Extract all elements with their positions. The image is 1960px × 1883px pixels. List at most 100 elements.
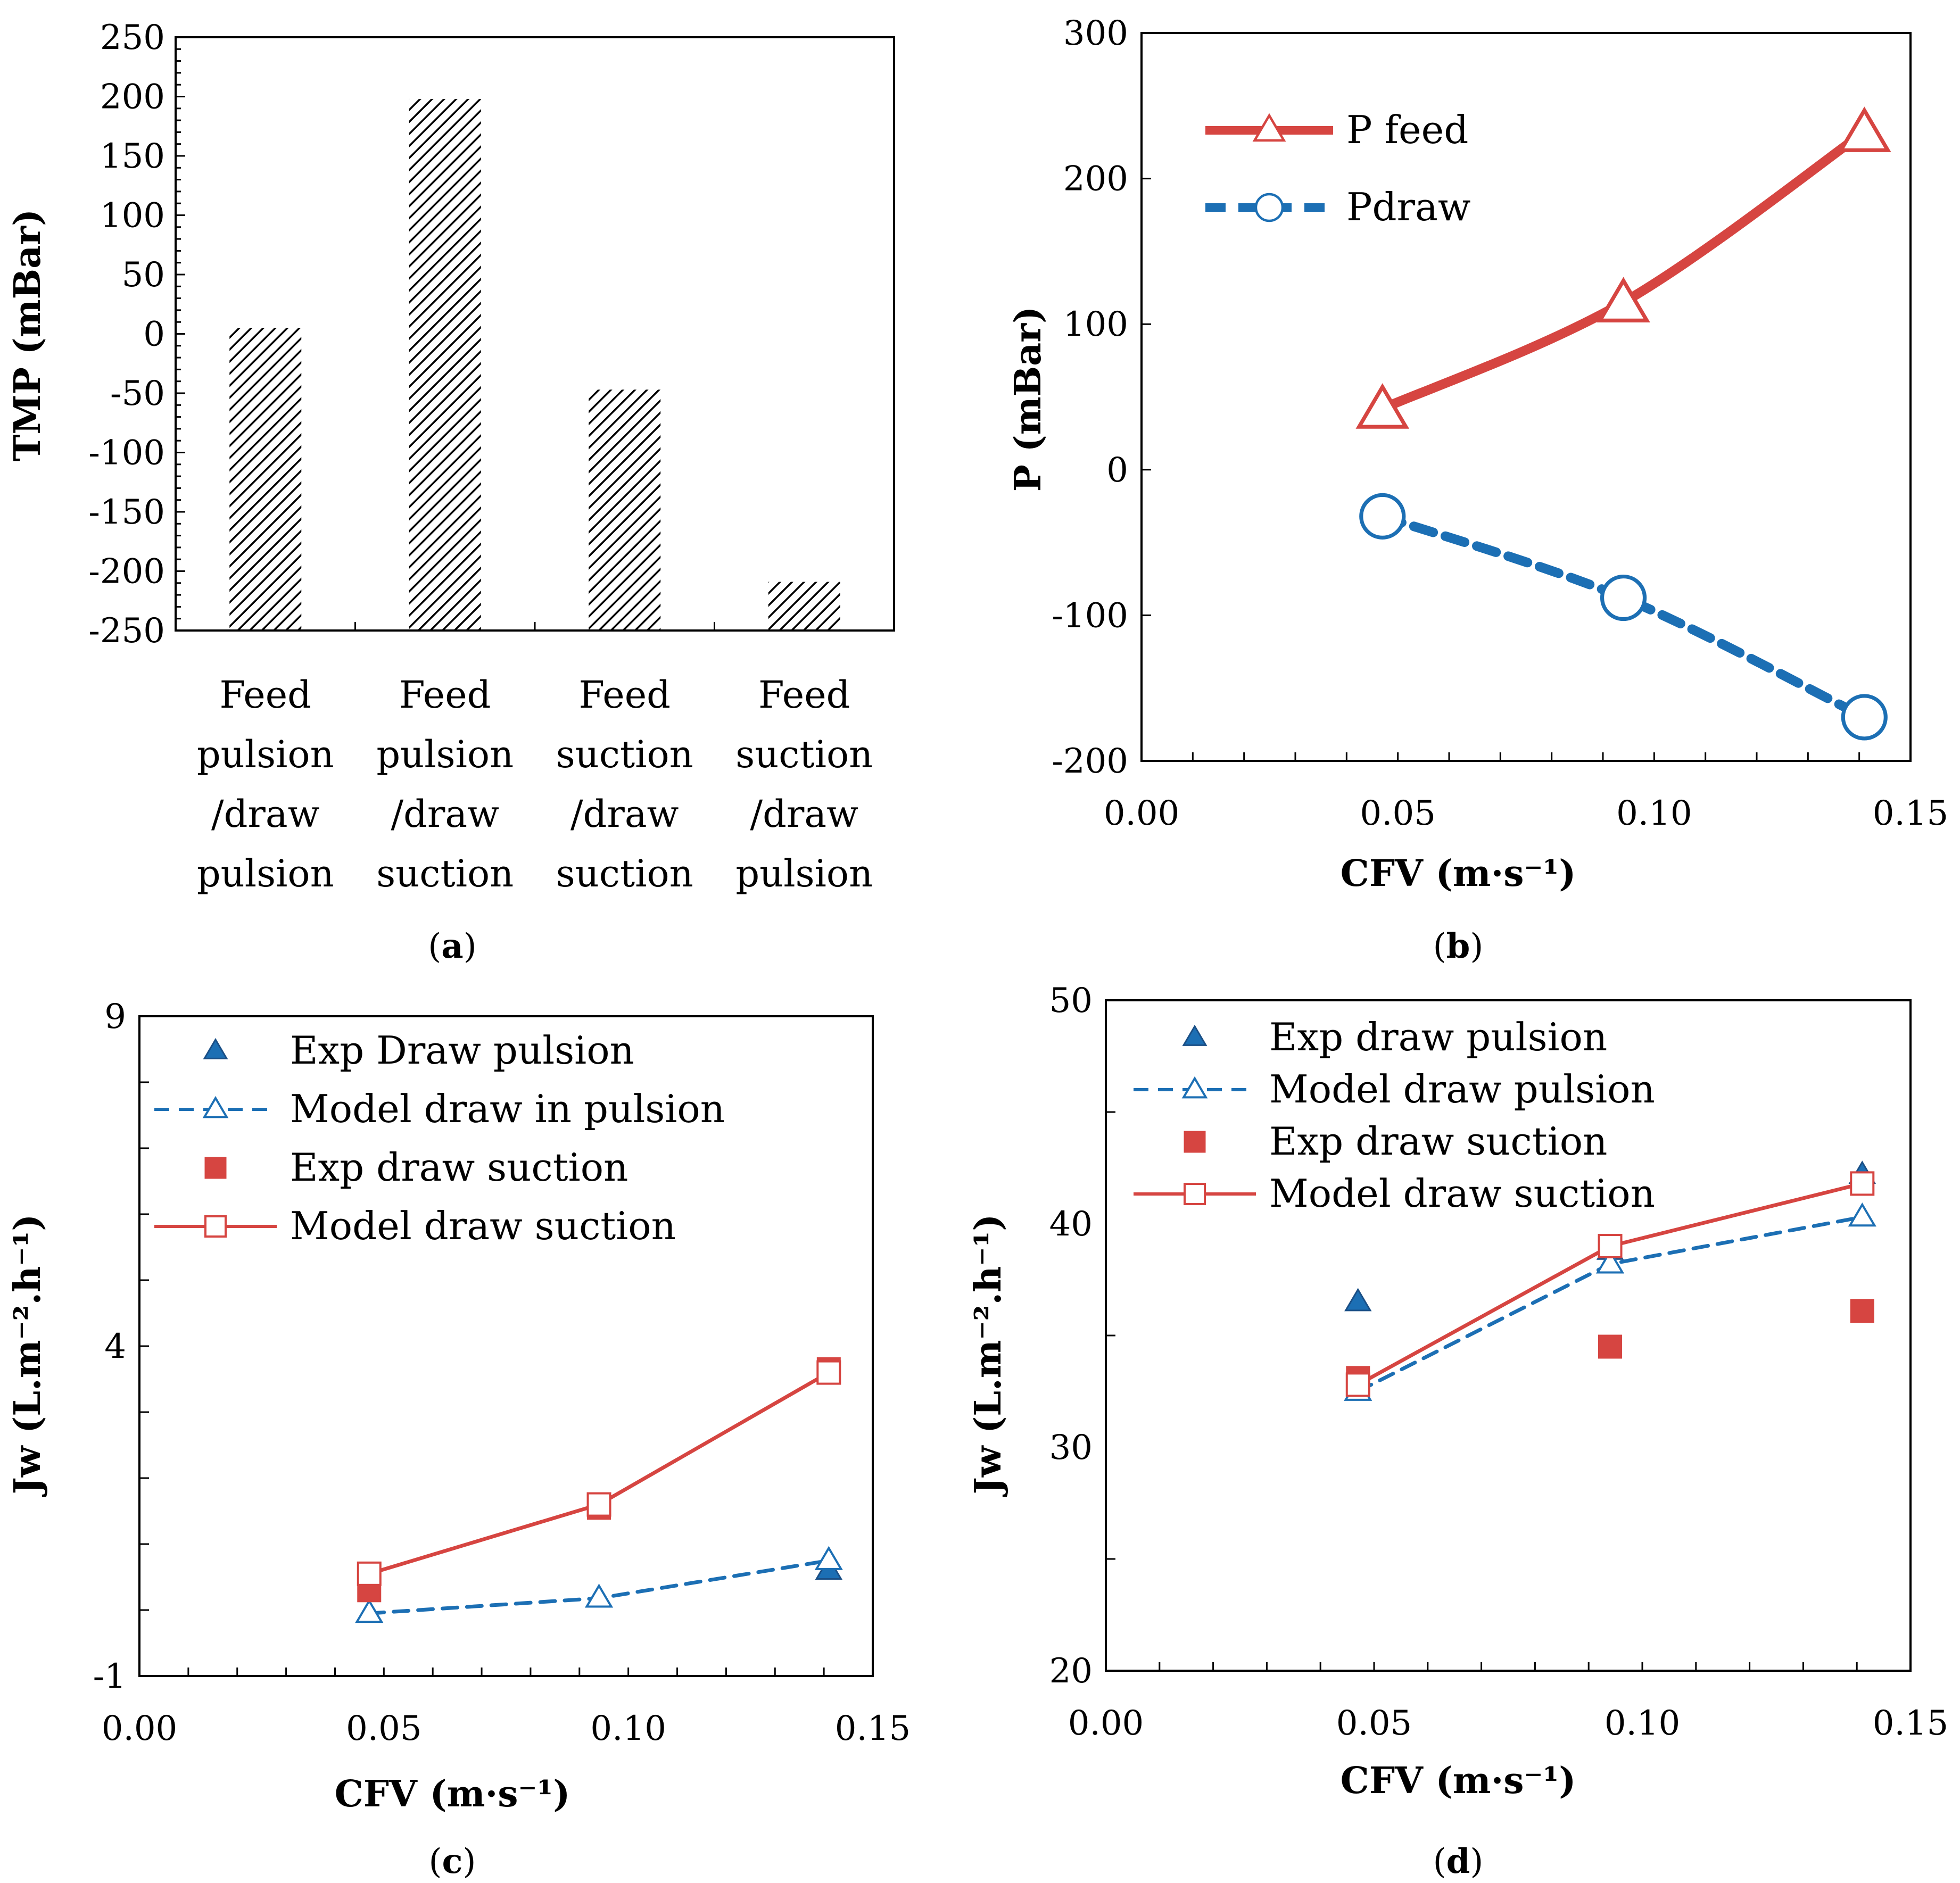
panel-b-y-tick-label: 300 xyxy=(1063,14,1128,53)
legend-label-model-draw-pulsion: Model draw pulsion xyxy=(1269,1067,1655,1111)
legend-label-exp-draw-pulsion: Exp draw pulsion xyxy=(1269,1015,1607,1059)
legend-marker-exp-draw-pulsion xyxy=(203,1038,228,1059)
legend-label-model-draw-in-pulsion: Model draw in pulsion xyxy=(290,1086,725,1131)
model-draw-in-pulsion-point-1 xyxy=(355,1598,384,1623)
category-label-line: suction xyxy=(556,852,693,895)
panel-c-caption: (c) xyxy=(429,1841,476,1881)
category-label-line: pulsion xyxy=(376,733,514,776)
model-draw-suction-point-1 xyxy=(1345,1372,1370,1397)
panel-d-flux-chart: 0.00 0.05 0.10 0.15 50 40 30 20 Exp draw pulsio… xyxy=(967,981,1948,1881)
p-feed-point-2 xyxy=(1597,277,1650,323)
panel-b-y-tick-label: 100 xyxy=(1063,305,1128,344)
panel-b-series xyxy=(1355,106,1891,741)
panel-a-y-tick-label: 200 xyxy=(100,78,165,117)
panel-a-y-tick-label: -250 xyxy=(88,611,165,651)
tmp-bar-4 xyxy=(768,582,840,631)
category-label-line: Feed xyxy=(220,673,311,717)
category-label-line: pulsion xyxy=(197,852,334,895)
tmp-bar-1 xyxy=(229,328,302,631)
panel-a-bar-chart: 250 200 150 100 50 0 -50 -100 -150 -200 -250 Feed p… xyxy=(6,18,895,966)
exp-draw-suction-point-2 xyxy=(1598,1334,1623,1359)
panel-a-y-tick-label: 250 xyxy=(100,18,165,57)
model-draw-pulsion-point-3 xyxy=(1848,1202,1876,1227)
legend-marker-pdraw xyxy=(1254,193,1284,222)
panel-c-y-tick-label: -1 xyxy=(93,1657,126,1696)
panel-a-axes xyxy=(175,36,895,632)
panel-c-x-tick-label: 0.15 xyxy=(835,1709,911,1748)
panel-a-y-axis-title: TMP (mBar) xyxy=(6,209,49,461)
pdraw-point-1 xyxy=(1359,493,1406,540)
legend-label-p-feed: P feed xyxy=(1346,107,1468,152)
category-label-line: /draw xyxy=(391,792,499,836)
exp-draw-pulsion-point-1 xyxy=(1344,1288,1372,1312)
panel-c-y-axis-title: Jw (L.m⁻².h⁻¹) xyxy=(6,1214,49,1497)
panel-c-x-axis-title: CFV (m·s⁻¹) xyxy=(335,1773,570,1815)
panel-d-caption: (d) xyxy=(1433,1841,1484,1881)
p-feed-point-1 xyxy=(1355,383,1410,429)
panel-d-y-tick-label: 20 xyxy=(1049,1652,1093,1691)
legend-marker-model-draw-suction xyxy=(1184,1183,1206,1205)
panel-c-x-tick-label: 0.00 xyxy=(102,1709,178,1748)
panel-b-x-tick-label: 0.00 xyxy=(1104,794,1180,833)
category-label-line: suction xyxy=(735,733,873,776)
legend-label-model-draw-suction: Model draw suction xyxy=(290,1204,676,1248)
pdraw-point-2 xyxy=(1600,574,1647,621)
model-draw-suction-line xyxy=(367,1371,831,1576)
panel-c-y-tick-label: 9 xyxy=(104,997,126,1036)
tmp-bar-2 xyxy=(409,98,481,631)
panel-a-y-tick-labels: 250 200 150 100 50 0 -50 -100 -150 -200 -250 xyxy=(88,18,165,651)
model-draw-in-pulsion-point-2 xyxy=(584,1583,614,1608)
panel-b-pressure-chart: 0.00 0.05 0.10 0.15 300 200 100 0 -100 -200 P fee… xyxy=(1007,14,1948,966)
legend-marker-model-draw-pulsion xyxy=(1181,1076,1208,1099)
panel-b-x-axis-title: CFV (m·s⁻¹) xyxy=(1341,852,1576,895)
panel-b-frame xyxy=(1140,32,1912,762)
category-label-line: /draw xyxy=(750,792,858,836)
panel-a-y-tick-label: -200 xyxy=(88,552,165,592)
panel-d-x-tick-label: 0.00 xyxy=(1068,1704,1144,1743)
model-draw-in-pulsion-point-3 xyxy=(814,1546,843,1570)
legend-marker-p-feed xyxy=(1252,113,1286,142)
tmp-bar-3 xyxy=(589,389,661,631)
panel-b-x-tick-label: 0.15 xyxy=(1873,794,1949,833)
exp-draw-suction-point-3 xyxy=(1850,1299,1874,1323)
legend-label-exp-draw-pulsion: Exp Draw pulsion xyxy=(290,1028,634,1073)
panel-c-axes: 0.00 0.05 0.10 0.15 9 4 -1 xyxy=(93,997,911,1748)
panel-a-category-labels: Feed pulsion/draw pulsion Feed pulsion/draw s… xyxy=(197,673,873,895)
model-draw-suction-point-3 xyxy=(816,1360,841,1385)
panel-b-y-tick-label: -100 xyxy=(1052,596,1128,635)
panel-a-y-tick-label: 150 xyxy=(100,137,165,176)
panel-c-legend: Exp Draw pulsion Model draw in pulsion Exp… xyxy=(154,1028,725,1248)
panel-b-axes: 0.00 0.05 0.10 0.15 300 200 100 0 -100 -200 xyxy=(1052,14,1948,833)
panel-c-flux-chart: 0.00 0.05 0.10 0.15 9 4 -1 Exp Draw pulsion Mod… xyxy=(6,997,911,1881)
panel-d-x-axis-title: CFV (m·s⁻¹) xyxy=(1341,1760,1576,1802)
legend-marker-model-draw-suction xyxy=(204,1215,227,1238)
category-label-line: /draw xyxy=(211,792,320,836)
legend-label-pdraw: Pdraw xyxy=(1346,185,1471,229)
panel-a-y-tick-label: -50 xyxy=(110,374,165,413)
panel-d-y-tick-label: 30 xyxy=(1049,1428,1093,1467)
panel-d-x-tick-label: 0.05 xyxy=(1336,1704,1412,1743)
panel-b-x-tick-label: 0.10 xyxy=(1616,794,1692,833)
model-draw-suction-point-2 xyxy=(586,1492,611,1517)
panel-b-y-tick-label: 0 xyxy=(1106,451,1128,490)
panel-d-y-axis-title: Jw (L.m⁻².h⁻¹) xyxy=(967,1214,1010,1497)
panel-d-axes: 0.00 0.05 0.10 0.15 50 40 30 20 xyxy=(1049,981,1949,1743)
tmp-bars xyxy=(229,98,840,631)
panel-a-y-tick-label: -100 xyxy=(88,434,165,473)
category-label-line: Feed xyxy=(399,673,491,717)
panel-d-legend: Exp draw pulsion Model draw pulsion Exp dr… xyxy=(1134,1015,1655,1216)
pdraw-point-3 xyxy=(1841,694,1888,741)
category-label-line: /draw xyxy=(570,792,679,836)
panel-a-caption: (a) xyxy=(428,926,476,966)
panel-c-x-tick-label: 0.05 xyxy=(346,1709,422,1748)
panel-d-y-tick-label: 50 xyxy=(1049,981,1093,1021)
legend-marker-model-draw-in-pulsion xyxy=(202,1096,229,1118)
model-draw-suction-point-3 xyxy=(1850,1171,1875,1196)
category-label-line: suction xyxy=(376,852,514,895)
panel-b-y-tick-label: 200 xyxy=(1063,160,1128,199)
legend-marker-exp-draw-suction xyxy=(204,1157,227,1179)
legend-label-model-draw-suction: Model draw suction xyxy=(1269,1171,1655,1216)
category-label-line: pulsion xyxy=(197,733,334,776)
panel-d-x-tick-label: 0.10 xyxy=(1605,1704,1681,1743)
